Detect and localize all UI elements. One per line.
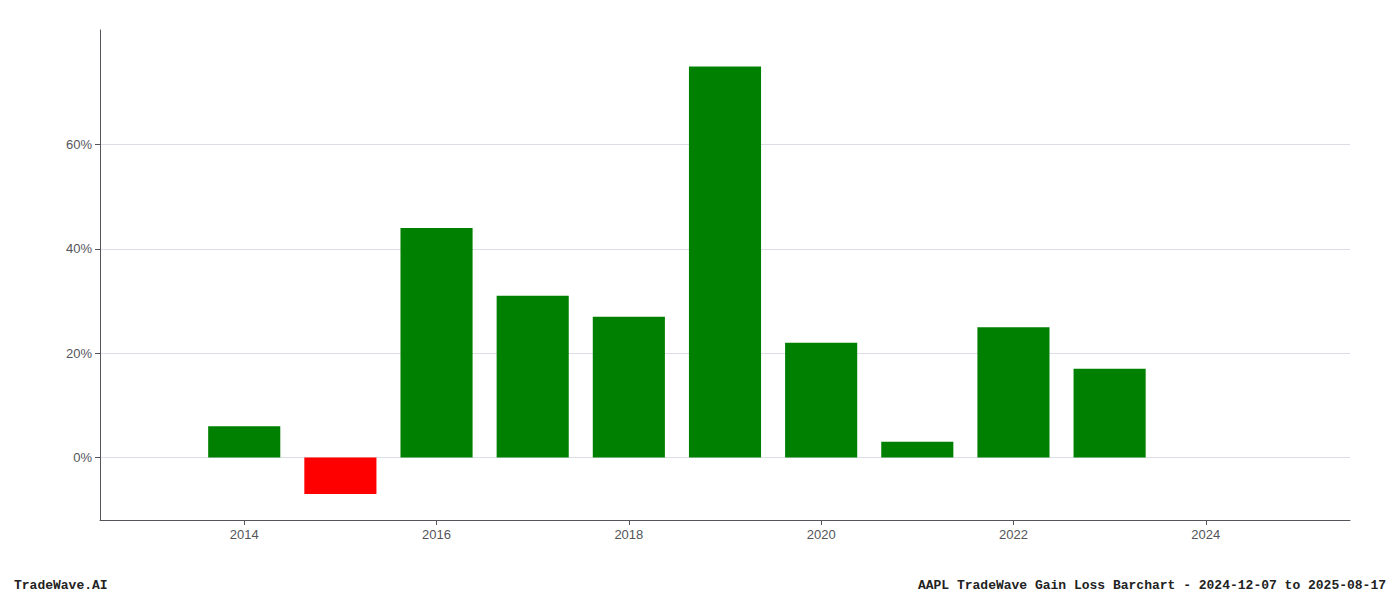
svg-text:2020: 2020 <box>807 527 836 542</box>
svg-text:2016: 2016 <box>422 527 451 542</box>
svg-text:60%: 60% <box>66 137 92 152</box>
svg-text:2018: 2018 <box>614 527 643 542</box>
svg-text:40%: 40% <box>66 241 92 256</box>
svg-text:20%: 20% <box>66 346 92 361</box>
svg-text:2014: 2014 <box>230 527 259 542</box>
svg-text:0%: 0% <box>73 450 92 465</box>
svg-text:2024: 2024 <box>1191 527 1220 542</box>
svg-text:AAPL TradeWave Gain Loss Barch: AAPL TradeWave Gain Loss Barchart - 2024… <box>918 578 1386 593</box>
svg-text:2022: 2022 <box>999 527 1028 542</box>
svg-text:TradeWave.AI: TradeWave.AI <box>14 578 108 593</box>
